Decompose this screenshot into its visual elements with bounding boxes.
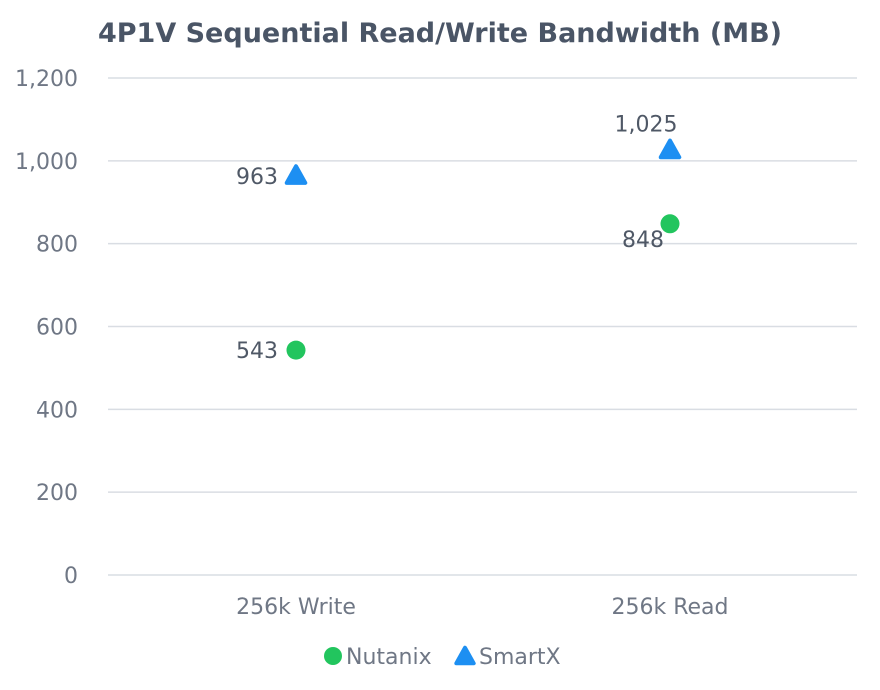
y-tick-label: 200 [36, 481, 78, 506]
nutanix-point [660, 214, 680, 234]
y-tick-label: 600 [36, 316, 78, 341]
data-markers [284, 138, 682, 360]
x-category-label: 256k Read [611, 595, 728, 620]
legend-nutanix-marker [324, 647, 342, 665]
x-axis-categories: 256k Write 256k Read [236, 595, 728, 620]
chart-title: 4P1V Sequential Read/Write Bandwidth (MB… [98, 18, 782, 49]
legend-smartx-label: SmartX [479, 645, 561, 670]
smartx-data-label: 1,025 [615, 112, 678, 137]
y-tick-label: 1,000 [15, 150, 78, 175]
y-tick-label: 400 [36, 398, 78, 423]
nutanix-point [286, 340, 306, 360]
x-category-label: 256k Write [236, 595, 356, 620]
y-tick-label: 0 [64, 564, 78, 589]
gridlines [108, 77, 857, 576]
y-axis-ticks: 0 200 400 600 800 1,000 1,200 [15, 67, 78, 589]
legend-nutanix-label: Nutanix [346, 645, 432, 670]
y-tick-label: 1,200 [15, 67, 78, 92]
smartx-data-label: 963 [236, 165, 278, 190]
legend-smartx-marker [454, 645, 476, 666]
smartx-point [284, 164, 308, 185]
smartx-point [658, 138, 682, 160]
y-tick-label: 800 [36, 233, 78, 258]
data-labels: 543 848 963 1,025 [236, 112, 677, 364]
nutanix-data-label: 848 [622, 228, 664, 253]
nutanix-data-label: 543 [236, 339, 278, 364]
legend: Nutanix SmartX [324, 645, 561, 670]
